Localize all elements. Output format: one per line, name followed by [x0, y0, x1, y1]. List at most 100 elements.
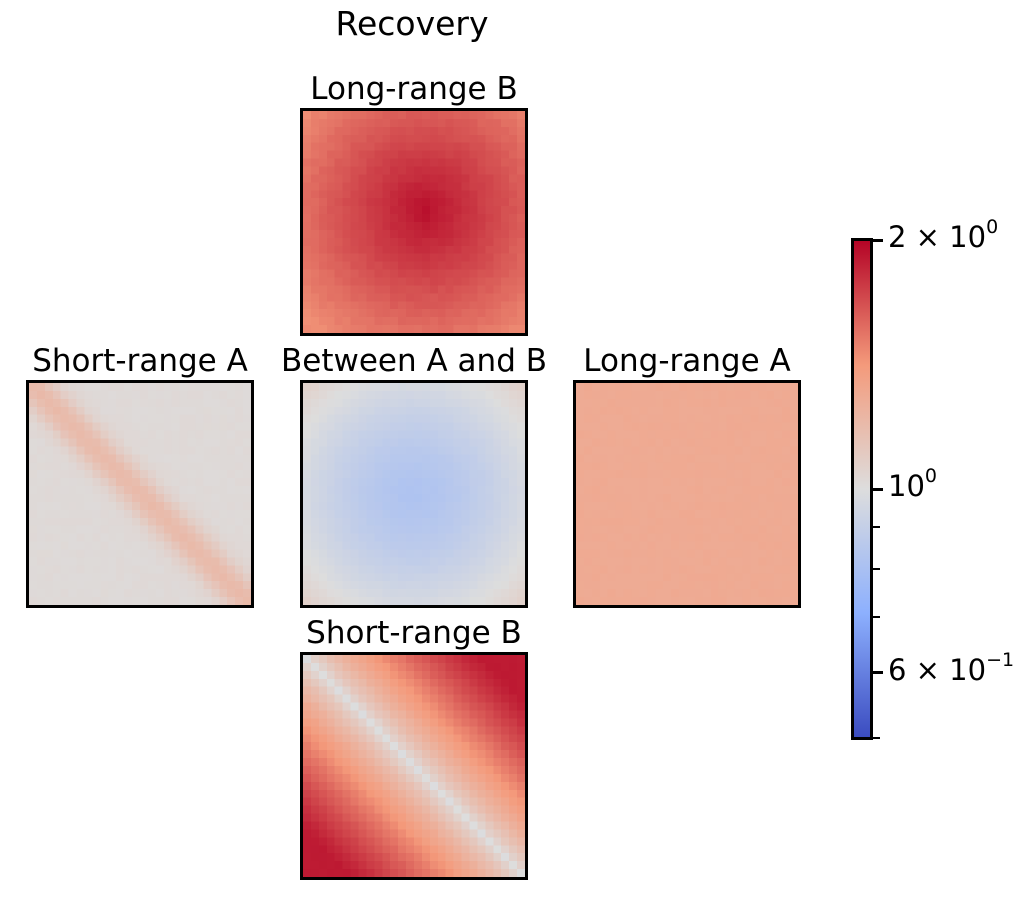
heatmap-cell [350, 758, 359, 767]
heatmap-cell [429, 573, 438, 582]
heatmap-cell [108, 438, 117, 447]
heatmap-cell [310, 470, 320, 479]
heatmap-cell [398, 541, 407, 550]
heatmap-cell [461, 686, 470, 695]
heatmap-cell [509, 869, 518, 877]
heatmap-cell [334, 758, 343, 767]
heatmap-cell [461, 383, 470, 392]
heatmap-cell [710, 573, 719, 582]
heatmap-cell [310, 533, 320, 542]
heatmap-cell [398, 325, 407, 333]
heatmap-cell [679, 478, 688, 487]
heatmap-cell [517, 198, 525, 207]
heatmap-cell [195, 589, 204, 598]
heatmap-cell [29, 501, 38, 511]
heatmap-cell [366, 837, 375, 846]
heatmap-cell [342, 670, 351, 679]
heatmap-cell [461, 478, 470, 487]
heatmap-cell [36, 589, 46, 598]
heatmap-cell [350, 398, 359, 407]
heatmap-cell [517, 446, 525, 455]
heatmap-cell [358, 573, 367, 582]
heatmap-cell [374, 317, 383, 326]
heatmap-cell [671, 406, 680, 415]
heatmap-cell [406, 293, 415, 302]
heatmap-cell [437, 718, 446, 727]
heatmap-cell [116, 422, 125, 431]
heatmap-cell [68, 414, 77, 423]
heatmap-cell [734, 549, 743, 558]
heatmap-cell [100, 517, 109, 526]
heatmap-cell [429, 853, 438, 862]
heatmap-cell [358, 111, 367, 120]
heatmap-cell [366, 573, 375, 582]
heatmap-cell [576, 501, 585, 511]
heatmap-cell [766, 478, 775, 487]
heatmap-cell [639, 446, 648, 455]
heatmap-cell [179, 454, 188, 463]
heatmap-cell [310, 486, 320, 495]
heatmap-cell [374, 150, 383, 159]
heatmap-cell [303, 541, 312, 550]
heatmap-cell [350, 142, 359, 151]
heatmap-cell [398, 789, 407, 798]
heatmap-cell [342, 222, 351, 231]
heatmap-cell [29, 390, 38, 400]
heatmap-cell [52, 383, 61, 392]
heatmap-cell [421, 589, 431, 598]
heatmap-cell [310, 325, 320, 333]
heatmap-cell [576, 454, 585, 463]
heatmap-cell [623, 509, 632, 518]
heatmap-cell [398, 678, 407, 687]
heatmap-cell [326, 222, 335, 231]
heatmap-cell [437, 222, 446, 231]
heatmap-cell [766, 573, 775, 582]
heatmap-cell [203, 446, 212, 455]
heatmap-cell [445, 134, 454, 143]
heatmap-cell [647, 438, 656, 447]
heatmap-cell [509, 533, 518, 542]
heatmap-cell [235, 438, 244, 447]
heatmap-cell [350, 589, 359, 598]
heatmap-cell [758, 501, 767, 511]
heatmap-cell [671, 430, 680, 439]
heatmap-cell [429, 454, 438, 463]
heatmap-cell [469, 549, 478, 558]
heatmap-cell [493, 237, 502, 246]
heatmap-cell [406, 573, 415, 582]
heatmap-cell [429, 557, 438, 566]
heatmap-cell [334, 549, 343, 558]
heatmap-cell [501, 462, 510, 471]
heatmap-cell [461, 710, 470, 719]
heatmap-cell [694, 398, 704, 407]
heatmap-cell [358, 726, 367, 735]
heatmap-cell [623, 581, 632, 590]
heatmap-cell [132, 454, 141, 463]
heatmap-cell [310, 111, 320, 120]
heatmap-cell [374, 509, 383, 518]
heatmap-cell [398, 501, 407, 511]
heatmap-cell [52, 533, 61, 542]
heatmap-cell [421, 438, 431, 447]
heatmap-cell [382, 406, 391, 415]
heatmap-cell [469, 525, 478, 534]
heatmap-cell [382, 694, 391, 703]
heatmap-cell [702, 494, 711, 503]
heatmap-cell [398, 222, 407, 231]
heatmap-cell [509, 383, 518, 392]
heatmap-cell [92, 438, 101, 447]
heatmap-cell [390, 190, 399, 199]
heatmap-cell [203, 486, 212, 495]
heatmap-cell [501, 869, 510, 877]
heatmap-cell [790, 557, 798, 566]
heatmap-cell [318, 805, 327, 814]
heatmap-cell [374, 710, 383, 719]
heatmap-cell [647, 509, 656, 518]
heatmap-cell [29, 557, 38, 566]
heatmap-cell [702, 430, 711, 439]
heatmap-cell [758, 525, 767, 534]
heatmap-cell [350, 565, 359, 574]
heatmap-cell [398, 517, 407, 526]
heatmap-cell [453, 422, 462, 431]
heatmap-cell [398, 486, 407, 495]
